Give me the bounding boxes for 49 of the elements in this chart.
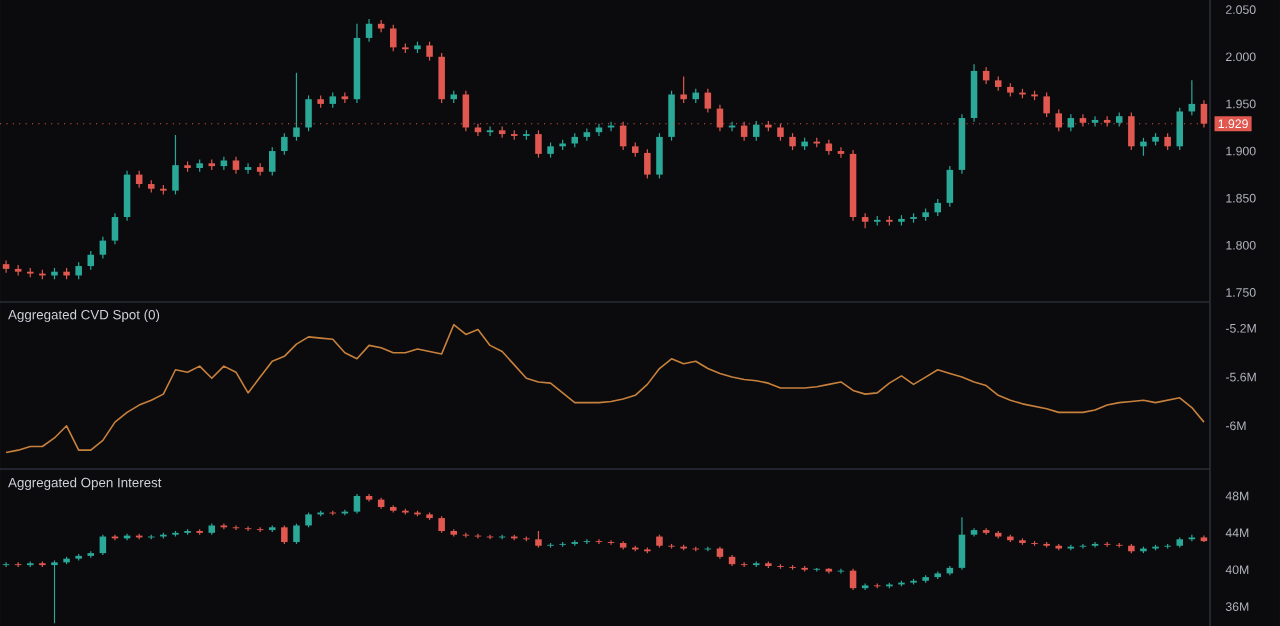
candlestick [438, 52, 445, 104]
candlestick [172, 134, 179, 196]
candlestick [837, 568, 845, 575]
candlestick [2, 561, 10, 568]
candlestick [680, 75, 687, 104]
candlestick [1091, 115, 1099, 128]
candlestick [244, 162, 252, 175]
candlestick [656, 132, 663, 179]
candlestick [2, 259, 10, 274]
candlestick [51, 559, 58, 624]
candlestick [982, 527, 990, 536]
candlestick [1043, 92, 1050, 118]
candlestick [1103, 541, 1111, 548]
candlestick [232, 524, 240, 531]
candlestick [341, 92, 349, 104]
candlestick [668, 90, 675, 142]
candlestick [583, 538, 591, 545]
candlestick [87, 250, 95, 271]
candlestick [389, 24, 397, 52]
candlestick [1176, 107, 1184, 151]
candlestick [644, 148, 651, 179]
candlestick [752, 120, 760, 142]
candlestick [244, 525, 252, 532]
candlestick [268, 146, 276, 177]
candlestick [1079, 543, 1087, 550]
candlestick [704, 88, 712, 113]
candlestick [535, 129, 542, 159]
candlestick [293, 523, 300, 545]
candlestick [595, 123, 603, 137]
candlestick [293, 72, 300, 142]
candlestick [970, 63, 978, 123]
candlestick [486, 125, 494, 137]
candlestick [305, 94, 312, 132]
candlestick [111, 212, 119, 245]
candlestick [946, 165, 954, 208]
candlestick [595, 538, 603, 545]
candlestick [861, 212, 869, 229]
candlestick [607, 539, 615, 546]
candlestick [123, 170, 131, 222]
candlestick [583, 127, 591, 142]
candlestick [353, 493, 361, 515]
candlestick [281, 524, 288, 545]
candlestick [281, 132, 288, 156]
candlestick [958, 516, 966, 571]
candlestick [1091, 541, 1099, 549]
candlestick [837, 146, 845, 159]
candlestick [426, 41, 433, 62]
candlestick [99, 236, 107, 260]
candlestick [365, 18, 373, 43]
